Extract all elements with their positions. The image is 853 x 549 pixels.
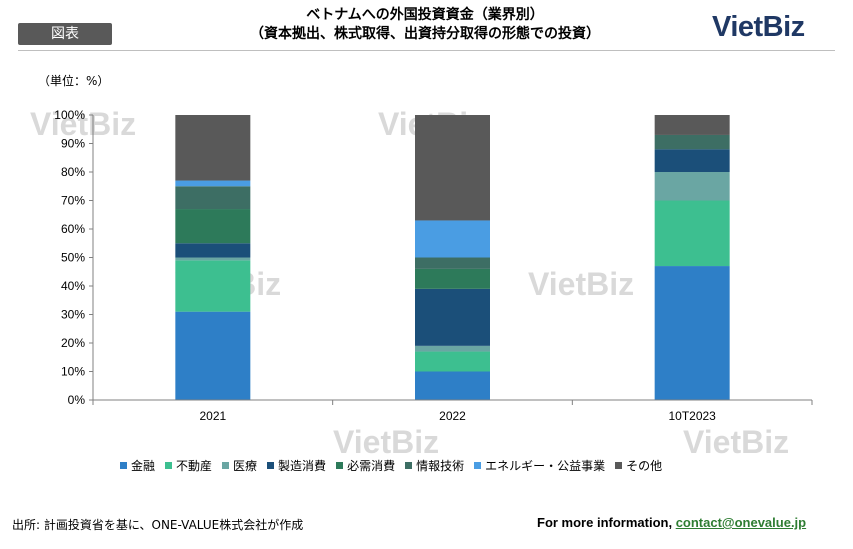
info-label: For more information, <box>537 515 673 530</box>
title-line-2: （資本拠出、株式取得、出資持分取得の形態での投資） <box>250 26 600 42</box>
bar-segment <box>654 200 730 267</box>
x-tick-label: 10T2023 <box>668 409 716 423</box>
bar-segment <box>654 115 730 135</box>
y-tick-label: 90% <box>61 137 85 151</box>
bar-segment <box>415 351 490 372</box>
header-divider <box>18 50 835 51</box>
legend-item: 金融 <box>120 457 155 474</box>
vietbiz-logo: VietBiz <box>712 11 805 43</box>
contact-email-link[interactable]: contact@onevalue.jp <box>675 515 807 530</box>
contact-info: For more information, contact@onevalue.j… <box>537 515 806 530</box>
y-tick-label: 40% <box>61 279 85 293</box>
legend-label: その他 <box>626 459 663 473</box>
legend-swatch <box>474 462 482 469</box>
bar-segment <box>415 115 490 221</box>
bar-segment <box>415 345 490 352</box>
bar-segment <box>654 134 730 150</box>
legend-item: 医療 <box>222 457 257 474</box>
legend-swatch <box>120 462 127 469</box>
bar-segment <box>175 186 251 210</box>
y-tick-label: 20% <box>61 336 85 350</box>
y-tick-label: 10% <box>61 365 85 379</box>
bar-segment <box>654 149 730 172</box>
legend-swatch <box>165 462 173 469</box>
legend-swatch <box>615 462 623 469</box>
legend-item: 製造消費 <box>267 457 326 474</box>
watermark-text: VietBiz <box>30 106 136 142</box>
legend-item: その他 <box>615 457 662 474</box>
bars <box>175 115 730 400</box>
axes: 0% 10% 20% 30% 40% 50% 60% 70% 80% 90% 100% 2021 202… <box>54 108 813 423</box>
bar-segment <box>415 371 490 400</box>
chart-title: ベトナムへの外国投資資金（業界別） （資本拠出、株式取得、出資持分取得の形態での… <box>190 6 660 44</box>
watermark-text: VietBiz <box>683 424 789 460</box>
bar-segment <box>175 180 251 187</box>
legend-swatch <box>267 462 275 469</box>
bar-segment <box>175 115 251 181</box>
title-line-1: ベトナムへの外国投資資金（業界別） <box>306 7 544 23</box>
bar-segment <box>415 220 490 258</box>
y-tick-label: 50% <box>61 251 85 265</box>
x-tick-label: 2021 <box>199 409 226 423</box>
legend-item: 不動産 <box>165 457 212 474</box>
bar-segment <box>175 243 251 258</box>
y-tick-label: 30% <box>61 308 85 322</box>
y-tick-label: 60% <box>61 222 85 236</box>
bar-segment <box>415 257 490 269</box>
legend-swatch <box>336 462 344 469</box>
bar-segment <box>175 260 251 312</box>
legend-swatch <box>222 462 230 469</box>
legend-label: 不動産 <box>176 459 213 473</box>
y-tick-label: 0% <box>68 393 86 407</box>
bar-segment <box>175 257 251 261</box>
legend-label: 必需消費 <box>347 459 396 473</box>
legend-label: 医療 <box>233 459 258 473</box>
watermark-text: VietBiz <box>528 266 634 302</box>
legend-label: 金融 <box>131 459 156 473</box>
figure-tag: 図表 <box>18 23 112 45</box>
source-note: 出所: 計画投資省を基に、ONE-VALUE株式会社が作成 <box>12 518 304 532</box>
bar-segment <box>175 209 251 244</box>
bar-segment <box>654 266 730 400</box>
bar-segment <box>415 288 490 346</box>
y-tick-label: 80% <box>61 165 85 179</box>
unit-label: （単位：%） <box>38 74 110 88</box>
legend-item: 必需消費 <box>336 457 395 474</box>
x-tick-label: 2022 <box>439 409 466 423</box>
legend-label: エネルギー・公益事業 <box>485 459 606 473</box>
legend-label: 製造消費 <box>278 459 327 473</box>
legend-item: エネルギー・公益事業 <box>474 457 605 474</box>
bar-segment <box>415 268 490 289</box>
legend-label: 情報技術 <box>416 459 465 473</box>
watermark-text: VietBiz <box>333 424 439 460</box>
y-tick-label: 100% <box>54 108 85 122</box>
legend: 金融 不動産 医療 製造消費 必需消費 情報技術 エネルギー・公益事業 その他 <box>120 457 672 474</box>
y-tick-label: 70% <box>61 194 85 208</box>
legend-item: 情報技術 <box>405 457 464 474</box>
bar-segment <box>654 172 730 201</box>
bar-segment <box>175 311 251 400</box>
legend-swatch <box>405 462 413 469</box>
